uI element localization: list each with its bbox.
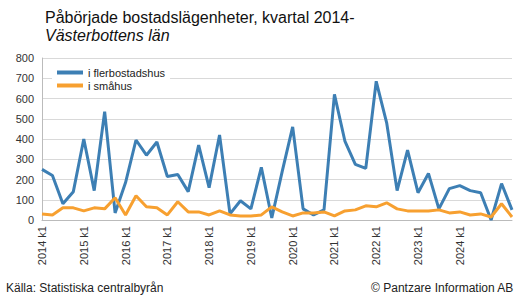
svg-text:i flerbostadshus: i flerbostadshus: [88, 67, 166, 79]
svg-text:Västerbottens län: Västerbottens län: [45, 27, 170, 44]
svg-text:© Pantzare Information AB: © Pantzare Information AB: [371, 281, 513, 295]
svg-text:i småhus: i småhus: [88, 80, 133, 92]
svg-text:Påbörjade bostadslägenheter, k: Påbörjade bostadslägenheter, kvartal 201…: [45, 9, 355, 26]
svg-text:2023 k1: 2023 k1: [412, 226, 424, 265]
svg-text:2019 k1: 2019 k1: [245, 226, 257, 265]
svg-text:2024 k1: 2024 k1: [454, 226, 466, 265]
svg-text:800: 800: [16, 52, 34, 64]
svg-text:2022 k1: 2022 k1: [370, 226, 382, 265]
svg-text:0: 0: [28, 214, 34, 226]
svg-text:200: 200: [16, 174, 34, 186]
svg-text:500: 500: [16, 113, 34, 125]
svg-text:100: 100: [16, 194, 34, 206]
svg-text:2018 k1: 2018 k1: [203, 226, 215, 265]
svg-text:600: 600: [16, 93, 34, 105]
svg-text:2014 k1: 2014 k1: [36, 226, 48, 265]
svg-text:700: 700: [16, 72, 34, 84]
svg-text:Källa: Statistiska centralbyrå: Källa: Statistiska centralbyrån: [6, 281, 163, 295]
svg-text:2016 k1: 2016 k1: [120, 226, 132, 265]
svg-text:400: 400: [16, 133, 34, 145]
svg-text:2015 k1: 2015 k1: [78, 226, 90, 265]
svg-text:2017 k1: 2017 k1: [161, 226, 173, 265]
svg-text:300: 300: [16, 153, 34, 165]
svg-text:2020 k1: 2020 k1: [287, 226, 299, 265]
svg-text:2021 k1: 2021 k1: [328, 226, 340, 265]
